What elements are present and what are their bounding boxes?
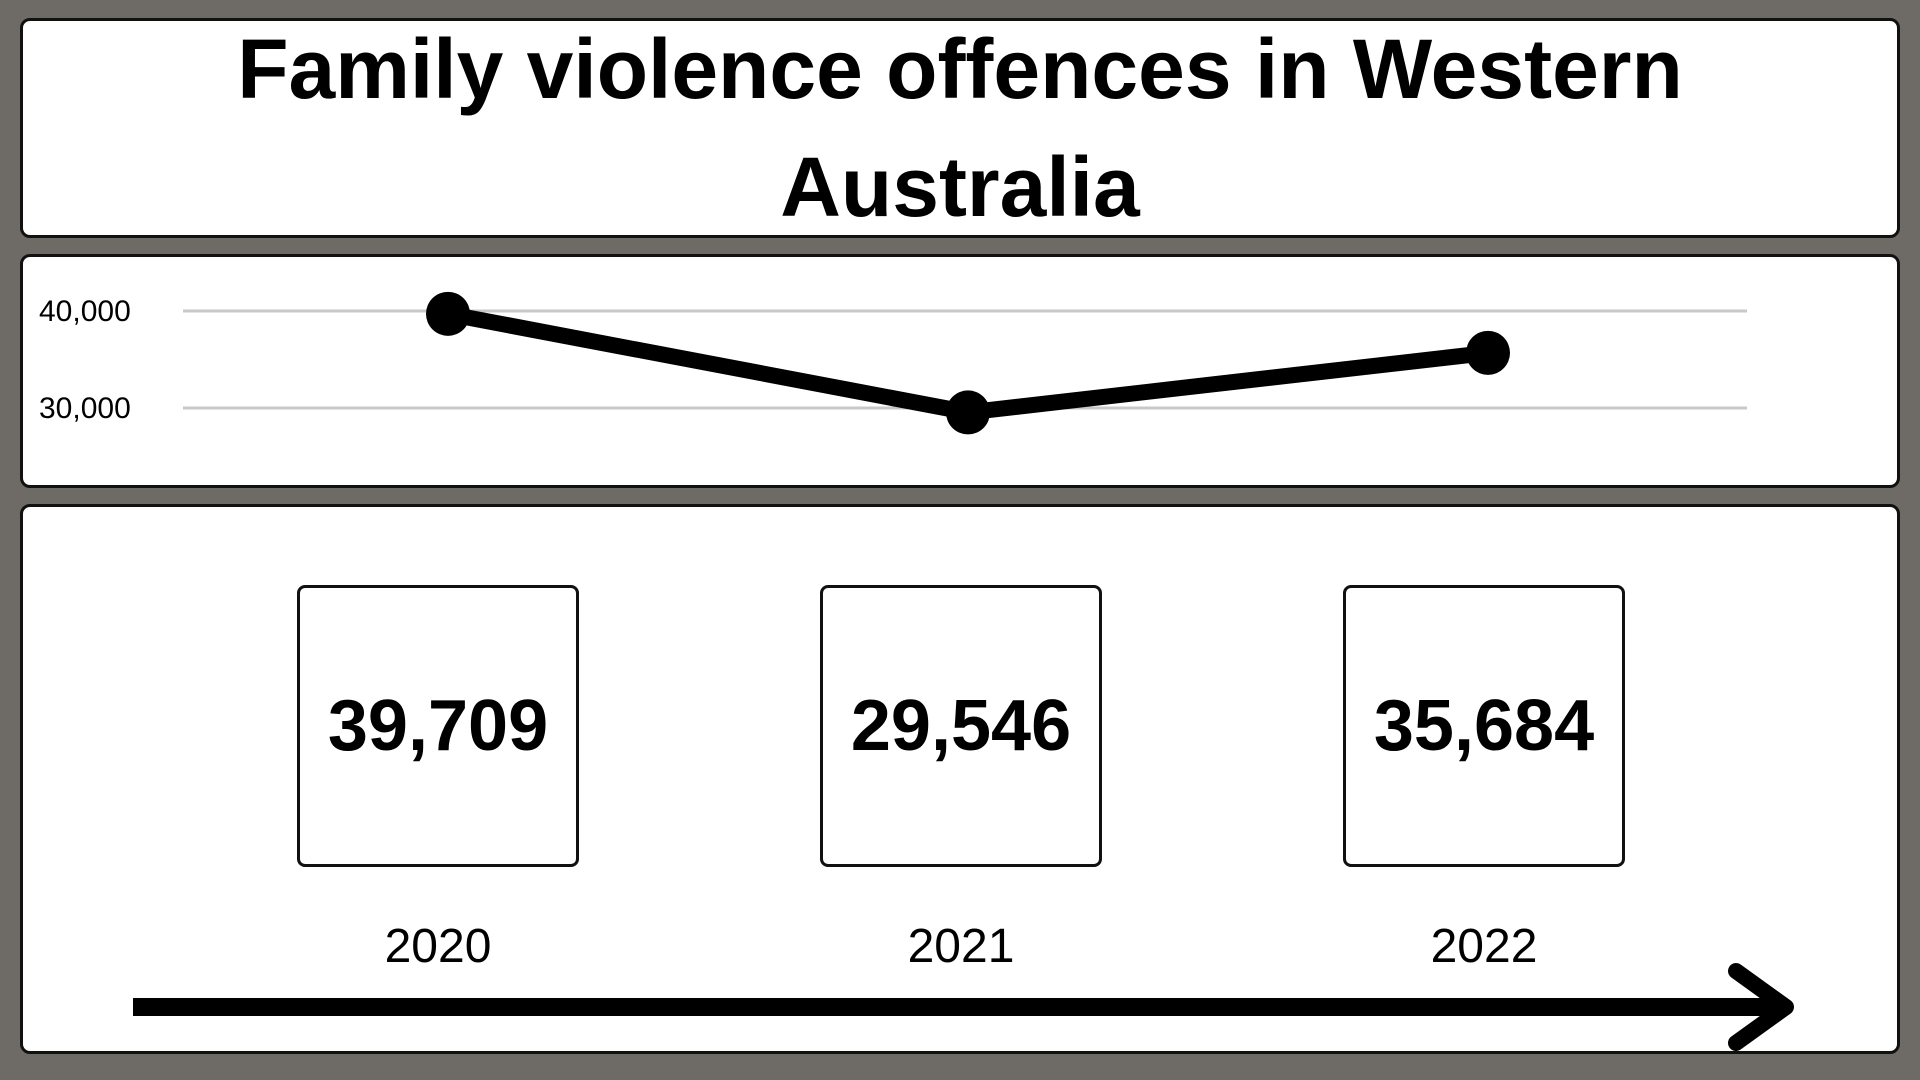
year-label-2021: 2021 — [907, 920, 1015, 973]
year-label-2020: 2020 — [384, 920, 492, 973]
value-2021: 29,546 — [850, 686, 1072, 766]
y-tick-label-30000: 30,000 — [39, 392, 131, 425]
year-label-2022: 2022 — [1430, 920, 1538, 973]
value-card-2022: 35,684 — [1343, 585, 1625, 867]
value-2022: 35,684 — [1373, 686, 1595, 766]
value-card-2020: 39,709 — [297, 585, 579, 867]
data-point-2020 — [426, 291, 470, 336]
line-chart: 30,000 40,000 — [39, 291, 1747, 435]
y-tick-label-40000: 40,000 — [39, 295, 131, 328]
title-panel: Family violence offences in Western Aust… — [20, 18, 1900, 238]
data-point-2021 — [946, 390, 990, 435]
value-card-2021: 29,546 — [820, 585, 1102, 867]
timeline-arrow-icon — [133, 963, 1794, 1051]
chart-title: Family violence offences in Western Aust… — [237, 22, 1683, 234]
values-panel: 39,709 29,546 35,684 2020 2021 2022 — [20, 504, 1900, 1054]
value-2020: 39,709 — [327, 686, 549, 766]
data-point-2022 — [1466, 330, 1510, 375]
line-chart-panel: 30,000 40,000 — [20, 254, 1900, 488]
